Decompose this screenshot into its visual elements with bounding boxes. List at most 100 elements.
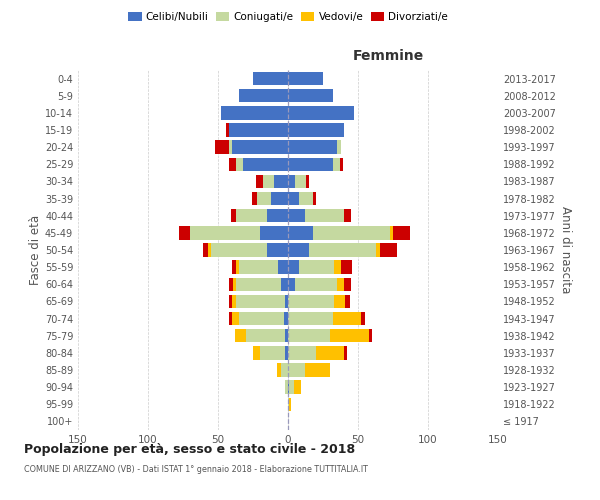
Bar — [267, 209, 288, 222]
Bar — [260, 226, 288, 239]
Bar — [236, 294, 285, 308]
Bar — [316, 346, 344, 360]
Bar — [253, 72, 288, 86]
Bar — [281, 364, 288, 376]
Bar — [288, 244, 309, 256]
Bar — [271, 192, 288, 205]
Bar — [299, 260, 334, 274]
Bar — [229, 124, 288, 136]
Bar — [305, 364, 330, 376]
Bar — [281, 278, 288, 291]
Bar — [278, 260, 288, 274]
Bar — [334, 294, 346, 308]
Bar — [285, 346, 288, 360]
Legend: Celibi/Nubili, Coniugati/e, Vedovi/e, Divorziati/e: Celibi/Nubili, Coniugati/e, Vedovi/e, Di… — [124, 8, 452, 26]
Bar — [179, 226, 190, 239]
Bar — [305, 209, 344, 222]
Bar — [230, 209, 236, 222]
Text: Popolazione per età, sesso e stato civile - 2018: Popolazione per età, sesso e stato civil… — [24, 442, 355, 456]
Bar — [226, 124, 229, 136]
Bar — [288, 192, 299, 205]
Text: Femmine: Femmine — [353, 49, 424, 63]
Bar — [330, 329, 369, 342]
Bar — [293, 380, 301, 394]
Y-axis label: Anni di nascita: Anni di nascita — [559, 206, 572, 294]
Bar — [376, 244, 380, 256]
Bar — [229, 278, 233, 291]
Bar — [277, 364, 281, 376]
Bar — [208, 244, 211, 256]
Bar — [380, 244, 397, 256]
Bar — [215, 140, 229, 154]
Bar — [229, 312, 232, 326]
Bar — [232, 312, 239, 326]
Text: COMUNE DI ARIZZANO (VB) - Dati ISTAT 1° gennaio 2018 - Elaborazione TUTTITALIA.I: COMUNE DI ARIZZANO (VB) - Dati ISTAT 1° … — [24, 466, 368, 474]
Bar — [239, 89, 288, 102]
Bar — [390, 226, 393, 239]
Bar — [288, 124, 344, 136]
Bar — [288, 380, 289, 394]
Bar — [288, 158, 333, 171]
Bar — [333, 312, 361, 326]
Bar — [344, 209, 351, 222]
Bar — [246, 329, 285, 342]
Bar — [288, 364, 305, 376]
Bar — [340, 158, 343, 171]
Bar — [236, 278, 281, 291]
Bar — [337, 278, 344, 291]
Bar — [288, 312, 333, 326]
Bar — [236, 209, 267, 222]
Bar — [306, 174, 309, 188]
Bar — [239, 312, 284, 326]
Bar — [313, 226, 390, 239]
Bar — [263, 174, 274, 188]
Bar — [236, 158, 243, 171]
Bar — [274, 174, 288, 188]
Bar — [229, 158, 236, 171]
Bar — [288, 278, 295, 291]
Bar — [361, 312, 365, 326]
Bar — [288, 329, 330, 342]
Bar — [260, 346, 285, 360]
Bar — [190, 226, 260, 239]
Bar — [267, 244, 288, 256]
Bar — [229, 140, 232, 154]
Bar — [236, 260, 239, 274]
Bar — [285, 329, 288, 342]
Bar — [257, 192, 271, 205]
Bar — [289, 398, 291, 411]
Bar — [284, 312, 288, 326]
Bar — [253, 346, 260, 360]
Bar — [233, 278, 236, 291]
Bar — [288, 174, 295, 188]
Bar — [295, 174, 306, 188]
Bar — [288, 140, 337, 154]
Bar — [313, 192, 316, 205]
Bar — [295, 278, 337, 291]
Bar — [288, 89, 333, 102]
Bar — [346, 294, 350, 308]
Y-axis label: Fasce di età: Fasce di età — [29, 215, 42, 285]
Bar — [232, 140, 288, 154]
Bar — [309, 244, 376, 256]
Bar — [334, 260, 341, 274]
Bar — [288, 294, 334, 308]
Bar — [229, 294, 232, 308]
Bar — [369, 329, 372, 342]
Bar — [288, 106, 354, 120]
Bar — [289, 380, 293, 394]
Bar — [285, 294, 288, 308]
Bar — [251, 192, 257, 205]
Bar — [288, 226, 313, 239]
Bar — [221, 106, 288, 120]
Bar — [288, 398, 289, 411]
Bar — [232, 260, 236, 274]
Bar — [344, 346, 347, 360]
Bar — [288, 260, 299, 274]
Bar — [243, 158, 288, 171]
Bar — [239, 260, 278, 274]
Bar — [256, 174, 263, 188]
Bar — [285, 380, 288, 394]
Bar — [393, 226, 410, 239]
Bar — [344, 278, 351, 291]
